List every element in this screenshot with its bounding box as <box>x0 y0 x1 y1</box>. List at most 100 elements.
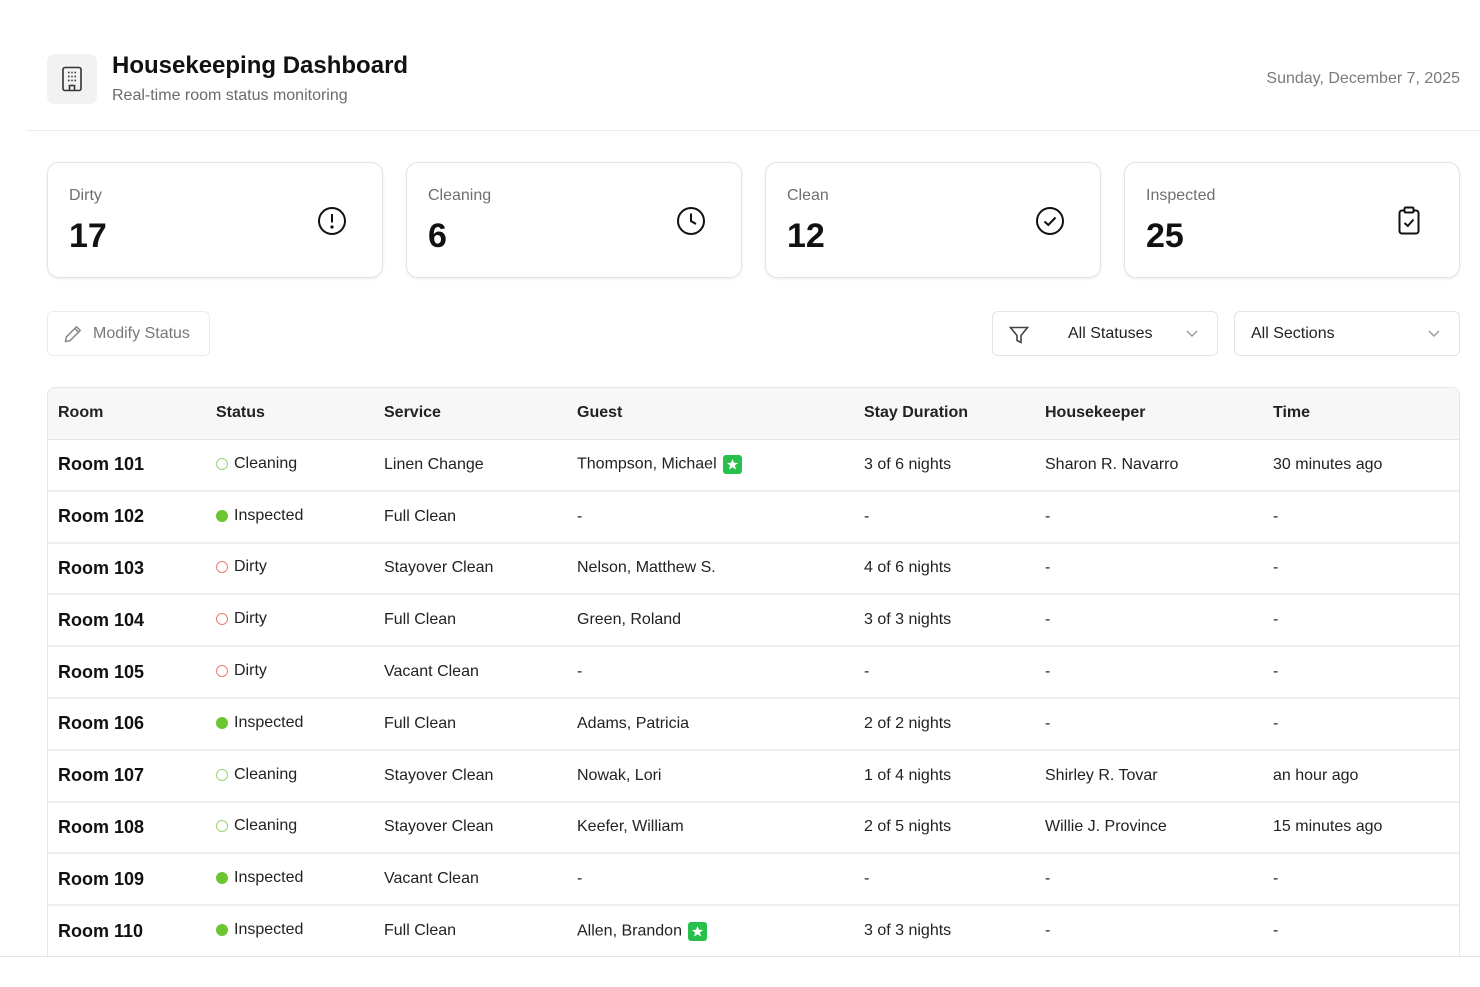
stay-duration-cell: 3 of 3 nights <box>864 922 952 940</box>
service-cell: Linen Change <box>384 455 484 473</box>
status-dot-icon <box>216 768 228 781</box>
room-cell: Room 108 <box>58 816 145 837</box>
stay-duration-cell: 3 of 6 nights <box>864 455 952 473</box>
clock-icon <box>677 207 705 235</box>
stat-card-clean[interactable]: Clean 12 <box>765 162 1101 278</box>
guest-name: Nelson, Matthew S. <box>577 559 716 577</box>
stat-card-dirty[interactable]: Dirty 17 <box>47 162 383 278</box>
status-dot-icon <box>216 613 228 626</box>
column-header-status[interactable]: Status <box>206 388 374 440</box>
status-cell: Dirty <box>206 646 374 698</box>
table-row[interactable]: Room 110 Inspected Full Clean Allen, Brando… <box>48 905 1459 957</box>
guest-name: - <box>577 870 583 888</box>
guest-name: Keefer, William <box>577 818 684 836</box>
time-cell: - <box>1273 870 1279 888</box>
status-label: Inspected <box>234 713 304 731</box>
stay-duration-cell: - <box>864 507 870 525</box>
stat-label: Clean <box>787 187 829 204</box>
status-label: Dirty <box>234 662 267 680</box>
status-cell: Inspected <box>206 853 374 905</box>
guest-name: Thompson, Michael <box>577 455 717 473</box>
status-label: Cleaning <box>234 765 298 783</box>
housekeeper-cell: - <box>1045 870 1051 888</box>
service-cell: Full Clean <box>384 922 457 940</box>
chevron-down-icon <box>1186 330 1198 337</box>
check-circle-icon <box>1036 207 1064 235</box>
room-cell: Room 102 <box>58 506 145 527</box>
column-header-room[interactable]: Room <box>48 388 206 440</box>
guest-cell: Allen, Brandon <box>567 905 854 957</box>
room-cell: Room 106 <box>58 713 145 734</box>
room-cell: Room 105 <box>58 661 145 682</box>
stat-value: 17 <box>69 217 107 255</box>
table-row[interactable]: Room 101 Cleaning Linen Change Thompson, Mi… <box>48 439 1459 491</box>
filter-icon <box>1008 326 1030 344</box>
guest-cell: - <box>567 853 854 905</box>
guest-name: Nowak, Lori <box>577 766 662 784</box>
divider <box>0 956 1480 957</box>
stat-card-inspected[interactable]: Inspected 25 <box>1124 162 1460 278</box>
column-header-stay-duration[interactable]: Stay Duration <box>854 388 1035 440</box>
section-filter-value: All Sections <box>1251 325 1335 342</box>
table-row[interactable]: Room 108 Cleaning Stayover Clean Keefer, Wi… <box>48 802 1459 854</box>
rooms-table: Room Status Service Guest Stay Duration … <box>47 387 1460 957</box>
column-header-service[interactable]: Service <box>374 388 567 440</box>
housekeeper-cell: Shirley R. Tovar <box>1045 766 1158 784</box>
guest-name: - <box>577 663 583 681</box>
room-cell: Room 109 <box>58 868 145 889</box>
status-dot-icon <box>216 665 228 678</box>
time-cell: - <box>1273 507 1279 525</box>
stat-card-cleaning[interactable]: Cleaning 6 <box>406 162 742 278</box>
housekeeper-cell: - <box>1045 507 1051 525</box>
guest-cell: Nelson, Matthew S. <box>567 543 854 595</box>
table-row[interactable]: Room 106 Inspected Full Clean Adams, Patric… <box>48 698 1459 750</box>
stay-duration-cell: - <box>864 870 870 888</box>
stay-duration-cell: 2 of 2 nights <box>864 714 952 732</box>
housekeeper-cell: - <box>1045 559 1051 577</box>
page-subtitle: Real-time room status monitoring <box>112 87 348 104</box>
modify-status-button[interactable]: Modify Status <box>47 311 210 356</box>
service-cell: Stayover Clean <box>384 559 494 577</box>
modify-status-label: Modify Status <box>93 324 190 342</box>
table-row[interactable]: Room 105 Dirty Vacant Clean - - - - <box>48 646 1459 698</box>
time-cell: - <box>1273 922 1279 940</box>
stat-label: Cleaning <box>428 187 492 204</box>
column-header-guest[interactable]: Guest <box>567 388 854 440</box>
table-row[interactable]: Room 107 Cleaning Stayover Clean Nowak, Lor… <box>48 750 1459 802</box>
status-label: Dirty <box>234 610 267 628</box>
status-label: Cleaning <box>234 817 298 835</box>
stat-label: Dirty <box>69 187 102 204</box>
table-row[interactable]: Room 102 Inspected Full Clean - - - - <box>48 491 1459 543</box>
service-cell: Full Clean <box>384 714 457 732</box>
status-label: Cleaning <box>234 454 298 472</box>
status-dot-icon <box>216 509 228 522</box>
status-cell: Dirty <box>206 543 374 595</box>
housekeeper-cell: - <box>1045 922 1051 940</box>
column-header-time[interactable]: Time <box>1263 388 1459 440</box>
status-dot-icon <box>216 716 228 729</box>
stay-duration-cell: 2 of 5 nights <box>864 818 952 836</box>
room-cell: Room 101 <box>58 454 145 475</box>
housekeeper-cell: - <box>1045 611 1051 629</box>
column-header-housekeeper[interactable]: Housekeeper <box>1035 388 1263 440</box>
table-body: Room 101 Cleaning Linen Change Thompson, Mi… <box>48 439 1459 957</box>
status-label: Inspected <box>234 869 304 887</box>
stay-duration-cell: - <box>864 663 870 681</box>
table-row[interactable]: Room 104 Dirty Full Clean Green, Roland 3 of… <box>48 594 1459 647</box>
table-row[interactable]: Room 109 Inspected Vacant Clean - - - - <box>48 853 1459 906</box>
stay-duration-cell: 3 of 3 nights <box>864 611 952 629</box>
guest-name: - <box>577 507 583 525</box>
status-label: Inspected <box>234 506 304 524</box>
building-icon <box>47 54 97 104</box>
time-cell: - <box>1273 611 1279 629</box>
section-filter-select[interactable]: All Sections <box>1234 311 1460 356</box>
clipboard-check-icon <box>1398 206 1420 235</box>
stat-value: 25 <box>1146 217 1184 255</box>
status-dot-icon <box>216 924 228 937</box>
status-dot-icon <box>216 561 228 574</box>
table-row[interactable]: Room 103 Dirty Stayover Clean Nelson, Matth… <box>48 543 1459 595</box>
status-filter-select[interactable]: All Statuses <box>992 311 1218 356</box>
time-cell: 15 minutes ago <box>1273 818 1383 836</box>
status-cell: Cleaning <box>206 802 374 854</box>
